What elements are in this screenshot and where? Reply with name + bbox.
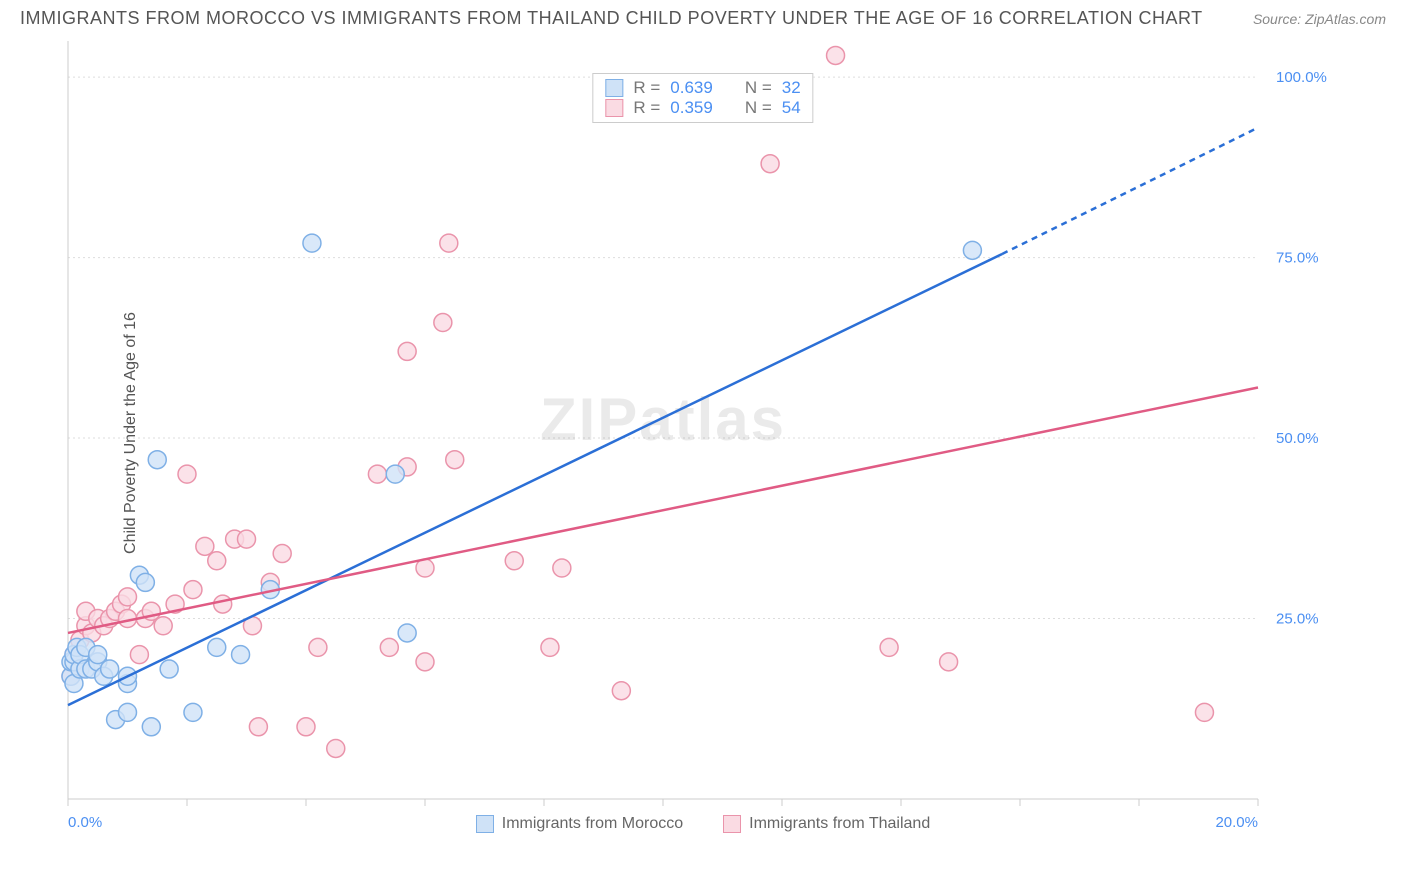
n-label: N =: [745, 78, 772, 98]
legend-label-morocco: Immigrants from Morocco: [502, 815, 683, 833]
n-value-morocco: 32: [782, 78, 801, 98]
legend-swatch-morocco: [605, 79, 623, 97]
r-value-thailand: 0.359: [670, 98, 713, 118]
svg-text:100.0%: 100.0%: [1276, 69, 1327, 86]
legend-label-thailand: Immigrants from Thailand: [749, 815, 930, 833]
header: IMMIGRANTS FROM MOROCCO VS IMMIGRANTS FR…: [0, 0, 1406, 33]
legend-row-morocco: R = 0.639 N = 32: [605, 78, 800, 98]
r-label: R =: [633, 98, 660, 118]
svg-text:50.0%: 50.0%: [1276, 430, 1319, 447]
r-label: R =: [633, 78, 660, 98]
n-value-thailand: 54: [782, 98, 801, 118]
svg-text:ZIPatlas: ZIPatlas: [540, 386, 786, 453]
y-axis-label: Child Poverty Under the Age of 16: [122, 312, 140, 554]
r-value-morocco: 0.639: [670, 78, 713, 98]
legend-item-morocco: Immigrants from Morocco: [476, 815, 683, 833]
n-label: N =: [745, 98, 772, 118]
chart-title: IMMIGRANTS FROM MOROCCO VS IMMIGRANTS FR…: [20, 8, 1203, 29]
legend-row-thailand: R = 0.359 N = 54: [605, 98, 800, 118]
source-link[interactable]: ZipAtlas.com: [1305, 11, 1386, 27]
svg-text:25.0%: 25.0%: [1276, 611, 1319, 628]
correlation-legend: R = 0.639 N = 32 R = 0.359 N = 54: [592, 73, 813, 123]
legend-swatch-thailand: [605, 99, 623, 117]
legend-item-thailand: Immigrants from Thailand: [723, 815, 930, 833]
source-prefix: Source:: [1253, 11, 1305, 27]
svg-text:75.0%: 75.0%: [1276, 250, 1319, 267]
scatter-chart: 25.0%50.0%75.0%100.0%0.0%20.0%ZIPatlas: [20, 33, 1350, 833]
source-credit: Source: ZipAtlas.com: [1253, 11, 1386, 27]
legend-swatch-thailand-icon: [723, 815, 741, 833]
legend-swatch-morocco-icon: [476, 815, 494, 833]
chart-container: Child Poverty Under the Age of 16 25.0% 5…: [20, 33, 1386, 833]
series-legend: Immigrants from Morocco Immigrants from …: [20, 815, 1386, 833]
